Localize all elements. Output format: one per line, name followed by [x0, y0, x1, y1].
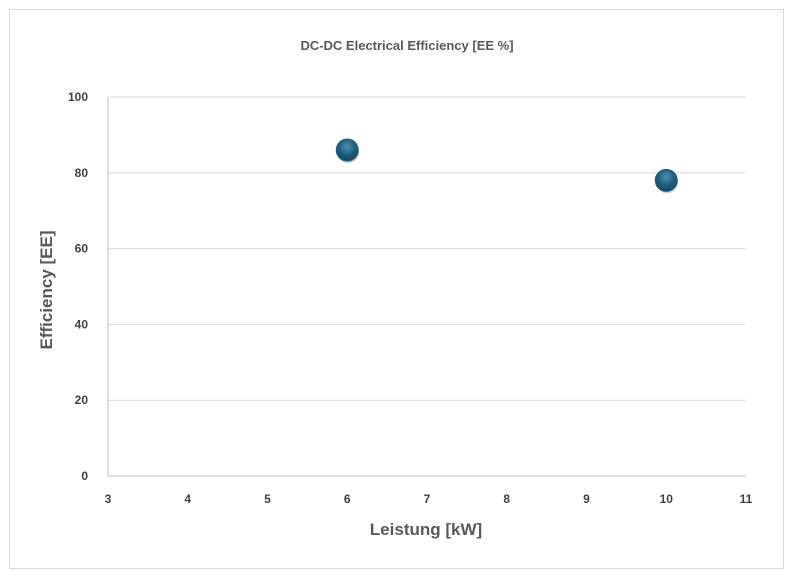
x-tick-label: 6 — [344, 492, 351, 506]
gridlines — [108, 96, 746, 401]
x-tick-label: 3 — [105, 492, 112, 506]
y-tick-label: 40 — [75, 317, 89, 331]
data-point — [654, 168, 679, 194]
x-tick-label: 10 — [660, 492, 674, 506]
axes — [107, 97, 746, 477]
x-tick-label: 4 — [184, 492, 191, 506]
x-tick-label: 5 — [264, 492, 271, 506]
y-axis-title: Efficiency [EE] — [37, 230, 56, 349]
x-tick-label: 9 — [583, 492, 590, 506]
x-tick-label: 8 — [503, 492, 510, 506]
data-points — [335, 138, 679, 194]
y-tick-label: 60 — [75, 242, 89, 256]
x-axis-title: Leistung [kW] — [370, 520, 482, 539]
y-tick-label: 100 — [68, 90, 88, 104]
chart-area: DC-DC Electrical Efficiency [EE %] 0 20 40… — [9, 9, 784, 569]
data-point-marker — [654, 168, 678, 192]
data-point-marker — [335, 138, 359, 162]
y-tick-label: 0 — [81, 469, 88, 483]
y-tick-label: 20 — [75, 393, 89, 407]
x-tick-label: 11 — [740, 492, 753, 506]
data-point — [335, 138, 360, 164]
x-tick-label: 7 — [424, 492, 431, 506]
y-tick-label: 80 — [75, 166, 89, 180]
chart-title: DC-DC Electrical Efficiency [EE %] — [300, 38, 513, 53]
scatter-chart: DC-DC Electrical Efficiency [EE %] 02040… — [37, 38, 753, 539]
y-axis-tick-labels: 0 20 40 60 80 100 — [68, 90, 88, 483]
x-axis-tick-labels: 3 4 5 6 7 8 9 10 11 — [105, 492, 753, 506]
